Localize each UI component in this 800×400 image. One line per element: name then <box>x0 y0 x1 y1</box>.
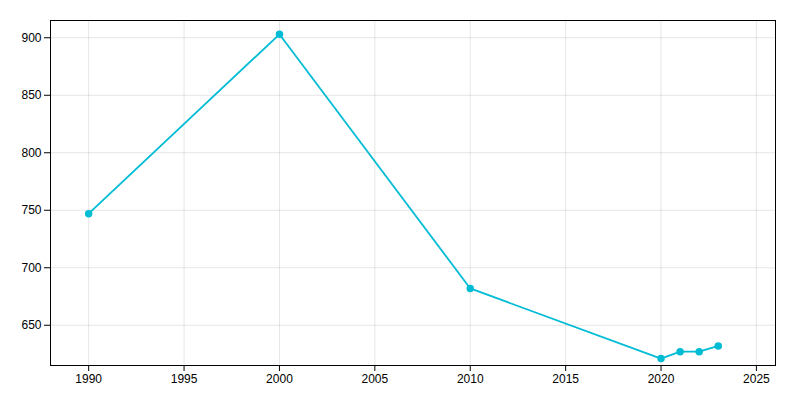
svg-text:2005: 2005 <box>361 372 388 386</box>
svg-text:2015: 2015 <box>552 372 579 386</box>
svg-text:2020: 2020 <box>648 372 675 386</box>
svg-text:2010: 2010 <box>457 372 484 386</box>
svg-text:900: 900 <box>21 31 41 45</box>
svg-text:2000: 2000 <box>266 372 293 386</box>
svg-text:1990: 1990 <box>75 372 102 386</box>
svg-text:700: 700 <box>21 261 41 275</box>
svg-text:2025: 2025 <box>743 372 770 386</box>
svg-text:750: 750 <box>21 203 41 217</box>
svg-text:650: 650 <box>21 318 41 332</box>
svg-text:1995: 1995 <box>171 372 198 386</box>
svg-text:800: 800 <box>21 146 41 160</box>
svg-text:850: 850 <box>21 88 41 102</box>
